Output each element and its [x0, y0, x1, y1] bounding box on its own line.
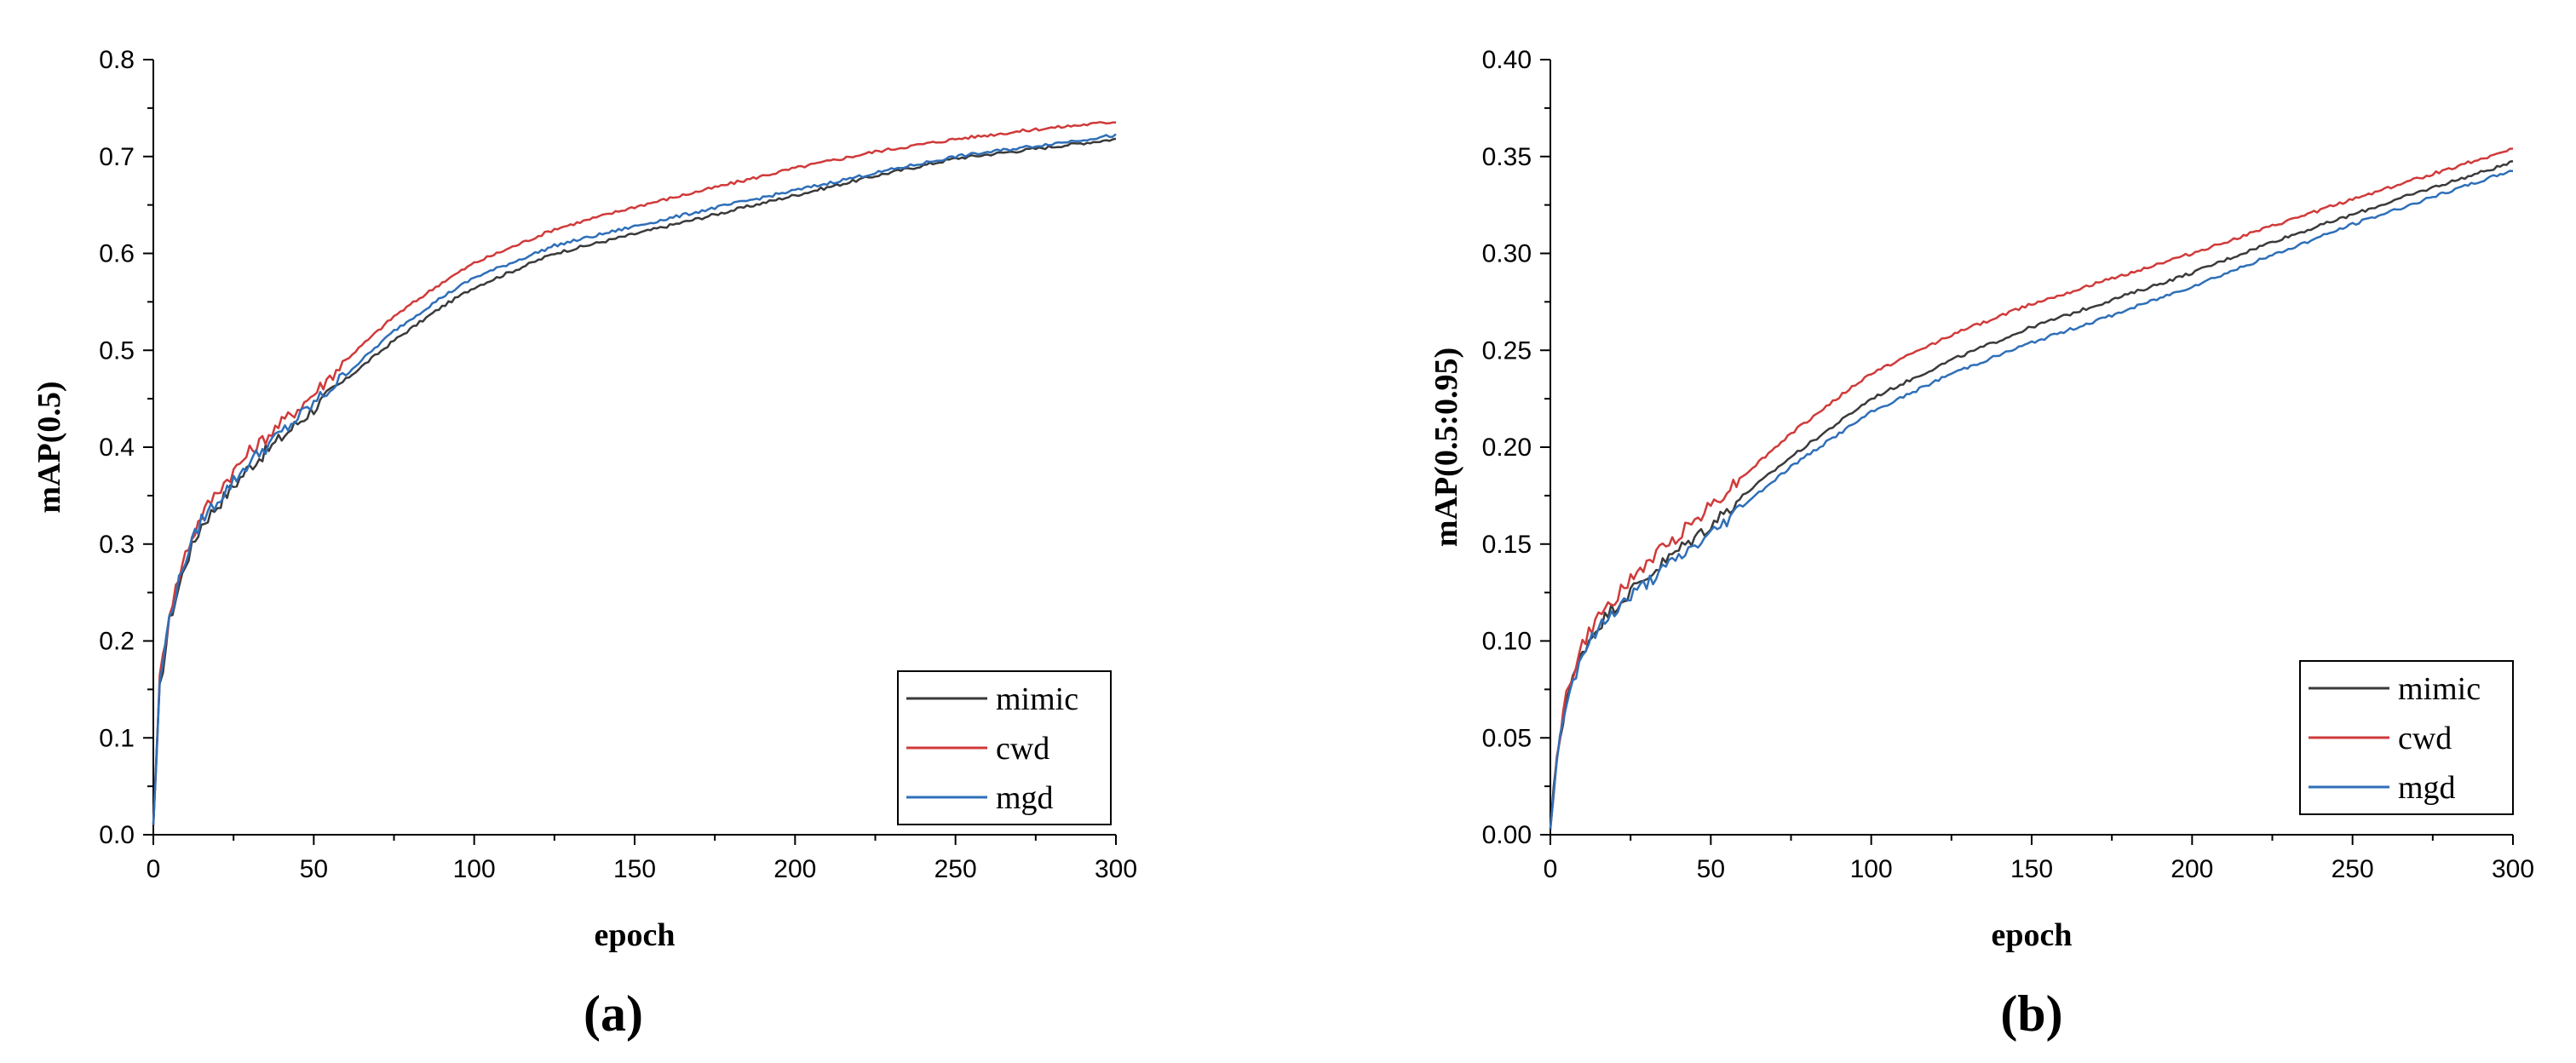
y-tick-label: 0.10 — [1482, 628, 1532, 656]
y-tick-label: 0.0 — [99, 821, 135, 849]
chart-b: 0.00 0.05 0.10 0.15 0.20 0.25 0.30 0.35 0.40 0 50 1… — [1429, 46, 2534, 1042]
x-tick-label: 250 — [2332, 855, 2374, 883]
y-tick-label: 0.20 — [1482, 434, 1532, 462]
y-tick-label: 0.1 — [99, 724, 135, 752]
legend-label-cwd: cwd — [996, 731, 1049, 767]
y-tick-label: 0.2 — [99, 628, 135, 656]
chart-a: 0.0 0.1 0.2 0.3 0.4 0.5 0.6 0.7 0.8 0 50 100 150 200 2… — [32, 46, 1137, 1042]
x-tick-label: 300 — [1095, 855, 1137, 883]
x-axis-title: epoch — [1992, 917, 2073, 953]
panel-label: (b) — [2000, 985, 2062, 1042]
legend-label-cwd: cwd — [2398, 721, 2452, 756]
y-tick-label: 0.6 — [99, 240, 135, 268]
x-tick-label: 50 — [300, 855, 328, 883]
x-tick-label: 250 — [934, 855, 977, 883]
y-tick-label: 0.5 — [99, 336, 135, 365]
series-line-cwd — [152, 121, 1116, 825]
legend-label-mgd: mgd — [996, 780, 1054, 816]
legend-label-mgd: mgd — [2398, 770, 2456, 806]
x-tick-label: 0 — [147, 855, 161, 883]
x-tick-label: 0 — [1544, 855, 1558, 883]
series-line-mgd — [152, 133, 1117, 825]
y-axis-title: mAP(0.5) — [32, 381, 67, 513]
y-tick-label: 0.3 — [99, 531, 135, 559]
y-tick-label: 0.40 — [1482, 46, 1532, 74]
legend-label-mimic: mimic — [996, 681, 1078, 717]
x-tick-label: 150 — [2010, 855, 2053, 883]
series-line-cwd — [1549, 147, 2514, 830]
x-tick-label: 200 — [2171, 855, 2213, 883]
y-axis-title: mAP(0.5:0.95) — [1429, 348, 1464, 547]
x-tick-label: 150 — [613, 855, 656, 883]
legend-label-mimic: mimic — [2398, 671, 2481, 707]
y-tick-label: 0.00 — [1482, 821, 1532, 849]
y-tick-label: 0.35 — [1482, 143, 1532, 171]
y-tick-label: 0.4 — [99, 434, 135, 462]
y-tick-label: 0.7 — [99, 143, 135, 171]
x-tick-label: 200 — [773, 855, 816, 883]
y-tick-label: 0.8 — [99, 46, 135, 74]
panel-label: (a) — [584, 985, 643, 1042]
x-tick-label: 100 — [453, 855, 496, 883]
y-tick-label: 0.25 — [1482, 336, 1532, 365]
x-tick-label: 50 — [1697, 855, 1725, 883]
series-line-mgd — [1549, 170, 2514, 830]
x-tick-label: 300 — [2492, 855, 2534, 883]
y-tick-label: 0.30 — [1482, 240, 1532, 268]
y-tick-label: 0.05 — [1482, 724, 1532, 752]
x-axis-title: epoch — [595, 917, 676, 953]
x-tick-label: 100 — [1850, 855, 1893, 883]
y-tick-label: 0.15 — [1482, 531, 1532, 559]
